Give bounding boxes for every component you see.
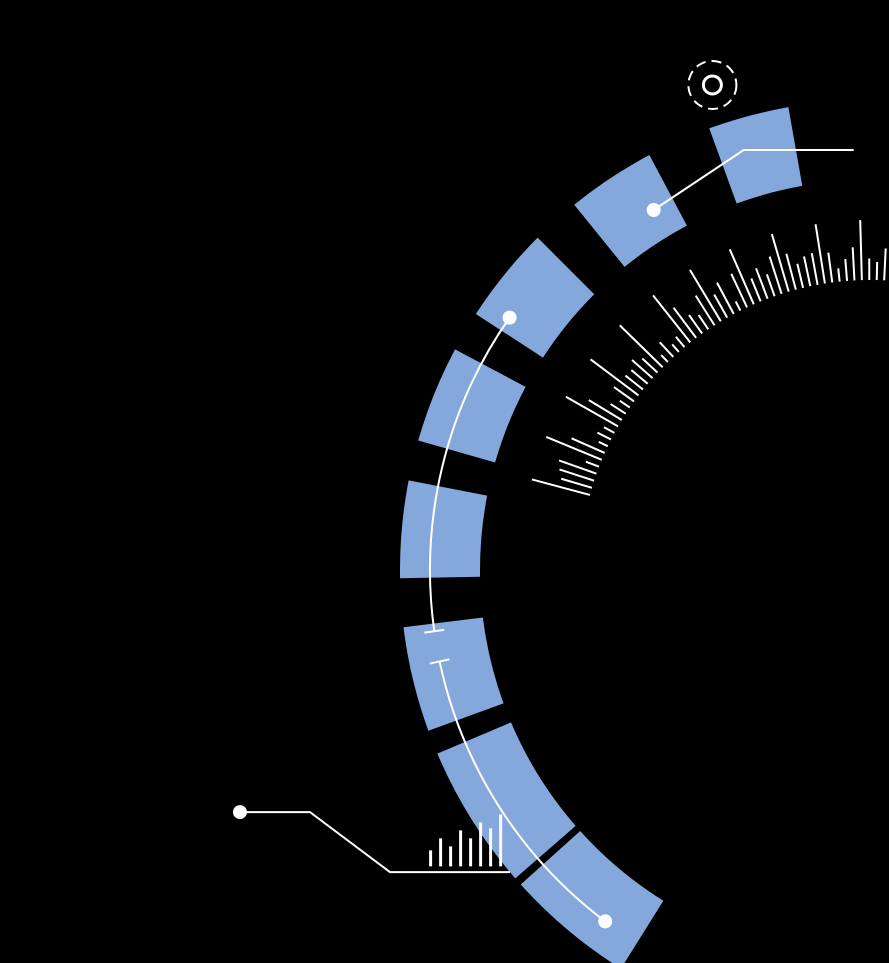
hud-dial — [0, 0, 889, 963]
